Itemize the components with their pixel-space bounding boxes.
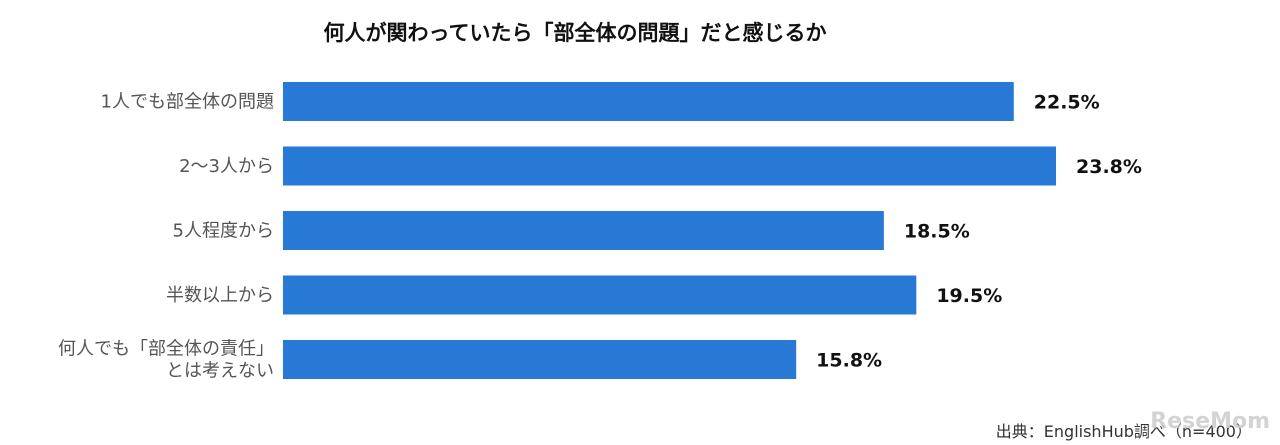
value-label-3: 19.5% — [936, 285, 1002, 307]
value-label-4: 15.8% — [816, 350, 882, 372]
category-label-4-line-1: とは考えない — [166, 361, 274, 382]
bar-3 — [283, 275, 917, 315]
value-label-2: 18.5% — [904, 221, 970, 243]
bar-0 — [283, 82, 1014, 121]
chart-title: 何人が関わっていたら「部全体の問題」だと感じるか — [324, 21, 827, 45]
source-note: 出典：EnglishHub調べ（n=400） — [996, 422, 1252, 441]
category-label-2: 5人程度から — [173, 221, 274, 242]
watermark-logo: ReseMom — [1150, 409, 1270, 434]
bars: 1人でも部全体の問題 22.5% 2〜3人から 23.8% 5人程度から 18.5% 半数以… — [58, 82, 1142, 382]
category-label-1: 2〜3人から — [179, 156, 274, 177]
category-label-3: 半数以上から — [166, 285, 274, 306]
value-label-0: 22.5% — [1034, 92, 1100, 114]
bar-4 — [283, 340, 797, 379]
bar-1 — [283, 146, 1056, 186]
category-label-0: 1人でも部全体の問題 — [101, 92, 274, 113]
value-label-1: 23.8% — [1076, 156, 1142, 178]
category-label-4-line-0: 何人でも「部全体の責任」 — [58, 339, 274, 360]
bar-2 — [283, 211, 884, 250]
